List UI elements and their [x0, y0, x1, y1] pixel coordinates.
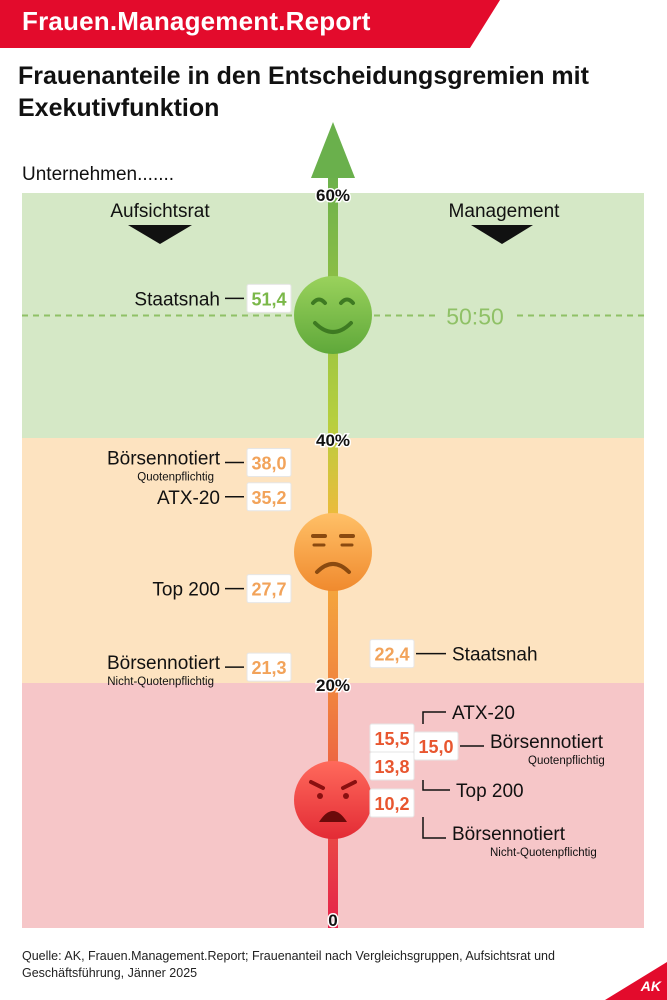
- axis-tick-label: 20%: [316, 676, 350, 695]
- arrow-down-left-icon: [128, 225, 192, 244]
- smiley-face: [294, 761, 372, 839]
- category-sublabel: Nicht-Quotenpflichtig: [490, 847, 597, 859]
- category-label: Staatsnah: [452, 645, 538, 666]
- value-label-management-box: [369, 788, 415, 818]
- leader-line: [422, 780, 450, 791]
- smiley-brow: [309, 780, 325, 790]
- brand-banner: [0, 0, 500, 48]
- value-label-management: 15,5: [374, 729, 409, 749]
- value-label-aufsichtsrat-box: [246, 574, 292, 604]
- category-label: Börsennotiert: [490, 732, 604, 753]
- value-label-aufsichtsrat-box: [246, 652, 292, 682]
- brand-title: Frauen.Management.Report: [22, 6, 371, 36]
- category-label: Börsennotiert: [107, 449, 221, 470]
- value-label-management: 10,2: [374, 794, 409, 814]
- smiley-face: [294, 276, 372, 354]
- leader-line: [422, 711, 446, 724]
- value-label-aufsichtsrat-box: [246, 448, 292, 477]
- axis-tick-label: 60%: [316, 186, 350, 205]
- angry-smiley-icon: [294, 761, 372, 839]
- ak-logo-text: AK: [640, 978, 661, 994]
- smiley-eye: [317, 793, 323, 799]
- category-label: Börsennotiert: [452, 824, 566, 845]
- smiley-eye: [311, 297, 327, 305]
- value-label-aufsichtsrat: 38,0: [251, 454, 286, 474]
- arrow-down-right-icon: [471, 225, 533, 244]
- axis-tick-label: 0: [328, 911, 337, 930]
- smiley-eye: [339, 297, 355, 305]
- column-header-left: Aufsichtsrat: [110, 201, 210, 222]
- value-label-aufsichtsrat-box: [246, 283, 292, 313]
- value-label-aufsichtsrat: 27,7: [251, 580, 286, 600]
- value-label-management-box: [413, 731, 459, 761]
- chart-title: Frauenanteile in den Entscheidungsgremie…: [18, 62, 589, 122]
- smiley-mouth: [319, 811, 347, 822]
- value-label-management: 15,0: [418, 737, 453, 757]
- category-sublabel: Quotenpflichtig: [528, 755, 605, 767]
- source-note: Quelle: AK, Frauen.Management.Report; Fr…: [22, 949, 555, 980]
- value-label-management: 13,8: [374, 757, 409, 777]
- smiley-face: [294, 513, 372, 591]
- sad-smiley-icon: [294, 513, 372, 591]
- value-label-aufsichtsrat: 35,2: [251, 488, 286, 508]
- happy-smiley-icon: [294, 276, 372, 354]
- smiley-mouth: [313, 321, 353, 334]
- column-header-right: Management: [449, 201, 561, 222]
- value-label-aufsichtsrat-box: [246, 482, 292, 512]
- value-label-aufsichtsrat: 51,4: [251, 289, 286, 309]
- smiley-brow: [341, 780, 357, 790]
- value-label-aufsichtsrat: 21,3: [251, 658, 286, 678]
- value-label-management-box: [369, 751, 415, 781]
- category-label: ATX-20: [157, 488, 220, 509]
- chart-subtitle: Unternehmen.......: [22, 164, 175, 185]
- parity-label: 50:50: [446, 304, 504, 330]
- chart-canvas: Aufsichtsrat Management 50:50 60% 40% 20% 0 5…: [22, 122, 644, 932]
- leader-line: [422, 817, 446, 839]
- category-label: Top 200: [152, 580, 220, 601]
- category-label: Börsennotiert: [107, 653, 221, 674]
- axis-tick-label: 40%: [316, 431, 350, 450]
- smiley-mouth: [315, 562, 351, 574]
- axis-arrow-up-icon: [311, 122, 355, 178]
- value-label-management: 22,4: [374, 645, 409, 665]
- value-label-management-box: [369, 639, 415, 669]
- smiley-eye: [343, 793, 349, 799]
- category-label: Top 200: [456, 781, 524, 802]
- category-label: ATX-20: [452, 703, 515, 724]
- category-sublabel: Quotenpflichtig: [137, 472, 214, 484]
- category-sublabel: Nicht-Quotenpflichtig: [107, 676, 214, 688]
- category-label: Staatsnah: [134, 289, 220, 310]
- parity-label-bg: [436, 302, 514, 329]
